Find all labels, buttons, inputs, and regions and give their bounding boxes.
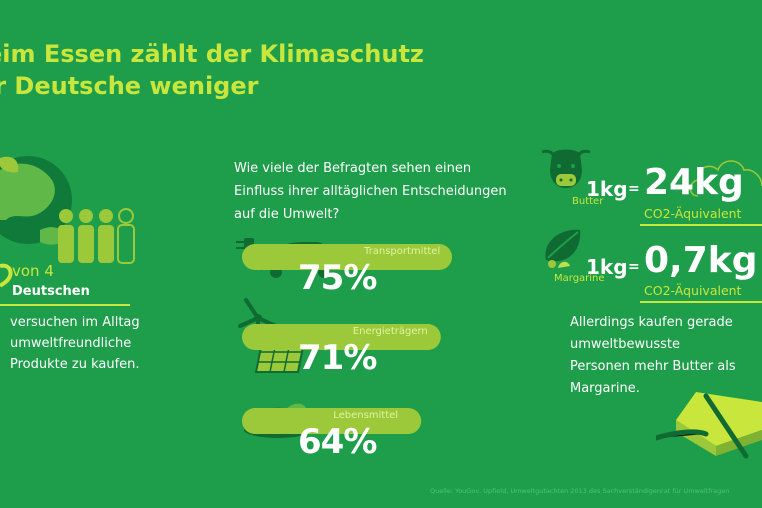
page-title: eim Essen zählt der Klimaschutz ir Deuts… [0, 38, 424, 102]
butter-block-icon [656, 392, 762, 459]
title-line-2: ir Deutsche weniger [0, 72, 259, 100]
bar-category-label: Transportmittel [364, 246, 441, 257]
source-note: Quelle: YouGov, Upfield, Umweltgutachten… [430, 487, 730, 495]
butter-label: Butter [572, 196, 604, 207]
right-desc-line-4: Margarine. [570, 381, 640, 396]
margarine-equals: = [628, 259, 640, 275]
butter-small-weight: 1kg [586, 177, 628, 201]
earth-people-illustration [0, 156, 135, 264]
ratio-subject: Deutschen [12, 284, 90, 299]
margarine-label: Margarine [554, 273, 605, 284]
left-description: versuchen im Alltag umweltfreundliche Pr… [10, 312, 140, 375]
right-desc-line-3: Personen mehr Butter als [570, 359, 736, 374]
divider-line [0, 304, 130, 306]
bar-category-label: Lebensmittel [333, 410, 399, 421]
ratio-text: von 4 [12, 262, 54, 280]
right-desc-line-2: umweltbewusste [570, 337, 681, 352]
butter-co2-value: 24kg [644, 162, 744, 203]
right-description: Allerdings kaufen gerade umweltbewusste … [570, 312, 762, 400]
leaf-icon [545, 229, 581, 268]
bar-value-label: 71% [298, 338, 377, 378]
butter-equals: = [628, 181, 640, 197]
margarine-co2-value: 0,7kg [644, 240, 758, 281]
survey-question: Wie viele der Befragten sehen einen Einf… [234, 161, 507, 222]
bar-value-label: 64% [298, 422, 377, 462]
bar-0 [242, 244, 452, 270]
left-desc-line-2: umweltfreundliche [10, 336, 132, 351]
title-line-1: eim Essen zählt der Klimaschutz [0, 40, 424, 68]
bar-category-label: Energieträgern [352, 326, 428, 337]
left-desc-line-1: versuchen im Alltag [10, 315, 140, 330]
bar-1 [242, 324, 441, 350]
margarine-small-weight: 1kg [586, 255, 628, 279]
big-number-fragment [0, 263, 13, 288]
cow-icon [541, 149, 591, 188]
cloud-icon [689, 160, 762, 197]
bar-value-label: 75% [298, 258, 377, 298]
people-icon [58, 208, 135, 264]
butter-underline [640, 224, 762, 226]
butter-co2-unit: CO2-Äquivalent [644, 206, 742, 221]
bar-2 [242, 408, 422, 434]
right-desc-line-1: Allerdings kaufen gerade [570, 315, 733, 330]
margarine-underline [640, 301, 762, 303]
margarine-co2-unit: CO2-Äquivalent [644, 283, 742, 298]
left-desc-line-3: Produkte zu kaufen. [10, 357, 140, 372]
